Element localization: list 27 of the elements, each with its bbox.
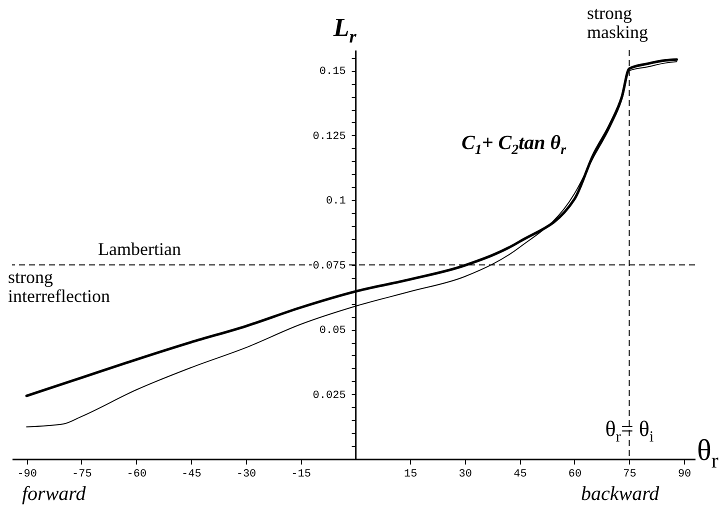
annotation: strong interreflection: [8, 267, 111, 306]
y-tick-label: 0.1: [326, 196, 346, 208]
y-tick-label: 0.025: [312, 390, 346, 402]
x-tick-label: -30: [236, 468, 256, 480]
x-tick-label: 60: [568, 468, 582, 480]
x-tick-label: -90: [17, 468, 38, 480]
x-tick-label: 75: [623, 468, 636, 480]
x-tick-label: 15: [404, 468, 418, 480]
x-tick-label: 45: [514, 468, 527, 480]
text: strong masking: [587, 3, 649, 42]
ref-line-label: θ$_{r}$= θ$_{i}$: [605, 416, 654, 446]
x-axis-title: θ$_{r}$: [697, 434, 718, 472]
x-tick-label: -45: [182, 468, 202, 480]
y-axis-title: L$_{r}$: [333, 13, 356, 46]
x-tick-label: -15: [291, 468, 311, 480]
text: backward: [581, 483, 660, 505]
y-tick-label: 0.125: [312, 130, 346, 143]
y-tick-label: 0.05: [319, 325, 346, 338]
x-tick-label: -60: [126, 468, 147, 480]
x-tick-label: -75: [72, 468, 92, 480]
series-label: C$_{1}$+ C$_{2}$tan θ$_{r}$: [461, 132, 566, 159]
y-tick-label: 0.075: [312, 260, 346, 272]
y-tick-label: 0.15: [319, 66, 346, 78]
ref-line-label: Lambertian: [98, 238, 181, 259]
text: forward: [22, 483, 86, 505]
x-tick-label: 30: [458, 468, 472, 480]
x-tick-label: 90: [678, 468, 692, 480]
